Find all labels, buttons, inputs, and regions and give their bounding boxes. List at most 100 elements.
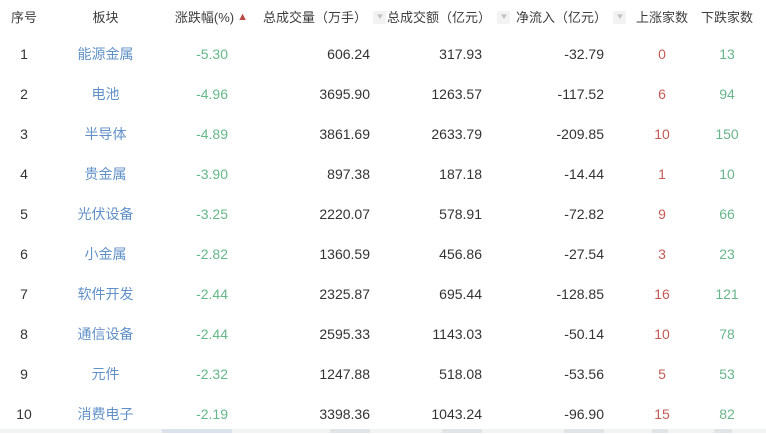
table-row[interactable]: 3 半导体 -4.89 3861.69 2633.79 -209.85 10 1… <box>0 114 766 154</box>
change-pct-value: -2.82 <box>196 246 228 262</box>
turnover-value: 1263.57 <box>431 86 482 102</box>
up-count-value: 6 <box>658 86 666 102</box>
turnover-value: 695.44 <box>439 286 482 302</box>
sector-link[interactable]: 元件 <box>91 366 120 382</box>
net-inflow-value: -53.56 <box>564 366 604 382</box>
col-header-down-count-label: 下跌家数 <box>700 9 753 25</box>
turnover-value: 1143.03 <box>432 326 482 342</box>
turnover-value: 578.91 <box>439 206 482 222</box>
sector-link[interactable]: 通信设备 <box>77 326 134 342</box>
up-count-value: 1 <box>658 166 666 182</box>
up-count-value: 0 <box>658 46 666 62</box>
table-row[interactable]: 5 光伏设备 -3.25 2220.07 578.91 -72.82 9 66 <box>0 194 766 234</box>
chevron-down-icon: ▼ <box>614 12 625 21</box>
sector-link-cell: 能源金属 <box>48 34 163 74</box>
down-count-value: 10 <box>719 166 735 182</box>
table-row[interactable]: 2 电池 -4.96 3695.90 1263.57 -117.52 6 94 <box>0 74 766 114</box>
sector-link-cell: 软件开发 <box>48 274 163 314</box>
row-seq: 3 <box>20 126 28 142</box>
sector-link[interactable]: 电池 <box>91 86 120 102</box>
table-row[interactable]: 7 软件开发 -2.44 2325.87 695.44 -128.85 16 1… <box>0 274 766 314</box>
turnover-value: 456.86 <box>439 246 482 262</box>
up-count-value: 10 <box>654 126 670 142</box>
net-inflow-value: -32.79 <box>564 46 604 62</box>
row-seq: 6 <box>20 246 28 262</box>
down-count-value: 53 <box>719 366 735 382</box>
col-header-turnover[interactable]: 总成交额（亿元） ▼ <box>386 0 510 34</box>
volume-value: 3695.90 <box>319 86 370 102</box>
change-pct-value: -2.44 <box>196 326 228 342</box>
col-header-sector: 板块 <box>48 0 163 34</box>
net-inflow-value: -27.54 <box>564 246 604 262</box>
turnover-filter-dropdown[interactable]: ▼ <box>497 10 510 24</box>
down-count-value: 82 <box>719 406 735 422</box>
down-count-value: 23 <box>719 246 735 262</box>
volume-filter-dropdown[interactable]: ▼ <box>373 10 386 24</box>
up-count-value: 15 <box>654 406 670 422</box>
table-row[interactable]: 10 消费电子 -2.19 3398.36 1043.24 -96.90 15 … <box>0 394 766 434</box>
col-header-change-pct-label: 涨跌幅(%) <box>174 9 235 25</box>
turnover-value: 187.18 <box>439 166 482 182</box>
col-header-up-count: 上涨家数 <box>626 0 698 34</box>
sector-link[interactable]: 贵金属 <box>84 166 127 182</box>
down-count-value: 13 <box>719 46 735 62</box>
col-header-net-inflow-label: 净流入（亿元） <box>515 9 607 25</box>
sector-link[interactable]: 光伏设备 <box>77 206 134 222</box>
volume-value: 606.24 <box>327 46 370 62</box>
table-row[interactable]: 8 通信设备 -2.44 2595.33 1143.03 -50.14 10 7… <box>0 314 766 354</box>
table-body: 1 能源金属 -5.30 606.24 317.93 -32.79 0 13 2… <box>0 34 766 434</box>
sector-link[interactable]: 小金属 <box>84 246 127 262</box>
net-inflow-filter-dropdown[interactable]: ▼ <box>613 10 626 24</box>
row-seq: 2 <box>20 86 28 102</box>
table-row[interactable]: 1 能源金属 -5.30 606.24 317.93 -32.79 0 13 <box>0 34 766 74</box>
sector-link[interactable]: 能源金属 <box>77 46 134 62</box>
volume-value: 2220.07 <box>319 206 370 222</box>
table-row[interactable]: 6 小金属 -2.82 1360.59 456.86 -27.54 3 23 <box>0 234 766 274</box>
sort-ascending-icon[interactable]: ▲ <box>237 10 248 23</box>
up-count-value: 3 <box>658 246 666 262</box>
table-row[interactable]: 9 元件 -2.32 1247.88 518.08 -53.56 5 53 <box>0 354 766 394</box>
sector-link-cell: 半导体 <box>48 114 163 154</box>
clipped-next-row <box>0 429 766 433</box>
col-header-seq: 序号 <box>0 0 48 34</box>
col-header-net-inflow[interactable]: 净流入（亿元） ▼ <box>510 0 626 34</box>
col-header-change-pct[interactable]: 涨跌幅(%) ▲ <box>163 0 248 34</box>
net-inflow-value: -209.85 <box>556 126 604 142</box>
row-seq: 9 <box>20 366 28 382</box>
sector-link[interactable]: 软件开发 <box>77 286 134 302</box>
volume-value: 1360.59 <box>319 246 370 262</box>
up-count-value: 16 <box>654 286 670 302</box>
turnover-value: 2633.79 <box>431 126 482 142</box>
sector-link[interactable]: 半导体 <box>84 126 127 142</box>
down-count-value: 94 <box>719 86 735 102</box>
net-inflow-value: -50.14 <box>564 326 604 342</box>
change-pct-value: -4.89 <box>196 126 228 142</box>
col-header-up-count-label: 上涨家数 <box>635 9 688 25</box>
volume-value: 2595.33 <box>319 326 370 342</box>
volume-value: 2325.87 <box>319 286 370 302</box>
change-pct-value: -2.32 <box>196 366 228 382</box>
turnover-value: 317.93 <box>439 46 482 62</box>
row-seq: 8 <box>20 326 28 342</box>
chevron-down-icon: ▼ <box>374 12 385 21</box>
volume-value: 3398.36 <box>319 406 370 422</box>
change-pct-value: -2.44 <box>196 286 228 302</box>
table-header: 序号 板块 涨跌幅(%) ▲ 总成交量（万手） ▼ 总成交额（亿元） <box>0 0 766 34</box>
sector-link-cell: 消费电子 <box>48 394 163 434</box>
net-inflow-value: -128.85 <box>556 286 604 302</box>
col-header-down-count: 下跌家数 <box>698 0 766 34</box>
turnover-value: 518.08 <box>439 366 482 382</box>
sector-link-cell: 电池 <box>48 74 163 114</box>
sector-link[interactable]: 消费电子 <box>77 406 134 422</box>
volume-value: 897.38 <box>327 166 370 182</box>
sector-link-cell: 元件 <box>48 354 163 394</box>
sector-link-cell: 光伏设备 <box>48 194 163 234</box>
up-count-value: 10 <box>654 326 670 342</box>
row-seq: 5 <box>20 206 28 222</box>
col-header-volume[interactable]: 总成交量（万手） ▼ <box>248 0 386 34</box>
table-row[interactable]: 4 贵金属 -3.90 897.38 187.18 -14.44 1 10 <box>0 154 766 194</box>
net-inflow-value: -14.44 <box>564 166 604 182</box>
col-header-turnover-label: 总成交额（亿元） <box>386 9 491 25</box>
col-header-sector-label: 板块 <box>92 9 119 25</box>
chevron-down-icon: ▼ <box>498 12 509 21</box>
